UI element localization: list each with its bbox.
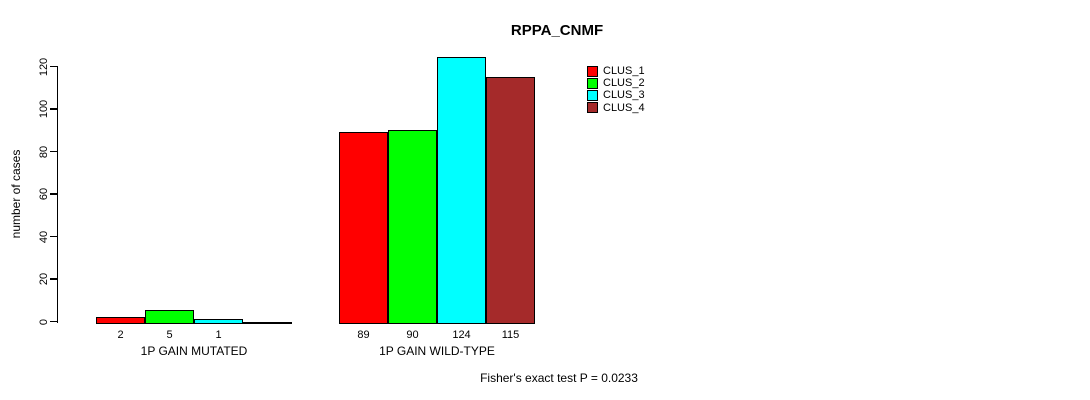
y-axis-line — [56, 66, 58, 323]
y-tick-mark — [50, 278, 57, 280]
y-tick-label: 120 — [38, 57, 50, 76]
group-label: 1P GAIN MUTATED — [140, 344, 248, 358]
y-tick-label: 20 — [38, 273, 50, 286]
bar-clus_4 — [486, 77, 535, 324]
legend-swatch-icon — [587, 102, 598, 114]
y-tick-mark — [50, 235, 57, 238]
bar-value-label: 115 — [501, 329, 520, 341]
legend-swatch-icon — [587, 77, 598, 89]
legend-item: CLUS_1 — [587, 65, 645, 77]
bar-clus_3 — [437, 57, 486, 324]
bar-clus_4 — [243, 322, 292, 324]
bar-clus_2 — [145, 310, 194, 324]
bar-value-label: 90 — [406, 329, 419, 341]
y-tick-mark — [50, 65, 57, 68]
bar-value-label: 1 — [215, 329, 222, 341]
legend-label: CLUS_4 — [603, 101, 645, 114]
legend-swatch-icon — [587, 65, 598, 77]
y-tick-label: 60 — [38, 188, 50, 201]
y-tick-mark — [50, 193, 57, 195]
legend-label: CLUS_1 — [603, 65, 645, 77]
y-tick-label: 80 — [38, 145, 50, 158]
y-tick-mark — [50, 108, 57, 110]
legend-item: CLUS_4 — [587, 102, 645, 114]
group-label: 1P GAIN WILD-TYPE — [379, 344, 495, 358]
y-axis-label: number of cases — [9, 149, 23, 239]
y-tick-mark — [50, 320, 57, 323]
y-tick-label: 0 — [38, 318, 50, 325]
bar-clus_3 — [194, 319, 243, 324]
bar-value-label: 5 — [166, 329, 173, 341]
bar-value-label: 89 — [357, 329, 370, 341]
bar-clus_1 — [339, 132, 388, 324]
y-tick-mark — [50, 150, 57, 153]
fisher-test-annotation: Fisher's exact test P = 0.0233 — [480, 371, 638, 385]
legend-swatch-icon — [587, 89, 598, 101]
bar-value-label: 2 — [117, 329, 124, 341]
y-tick-label: 40 — [38, 230, 50, 243]
bar-clus_1 — [96, 317, 145, 324]
legend-item: CLUS_2 — [587, 77, 645, 89]
chart-title: RPPA_CNMF — [510, 22, 604, 39]
bar-clus_2 — [388, 130, 437, 324]
y-tick-label: 100 — [38, 100, 50, 119]
legend-item: CLUS_3 — [587, 89, 645, 101]
bar-value-label: 124 — [452, 329, 471, 341]
legend-label: CLUS_2 — [603, 77, 645, 90]
legend-label: CLUS_3 — [603, 89, 645, 102]
